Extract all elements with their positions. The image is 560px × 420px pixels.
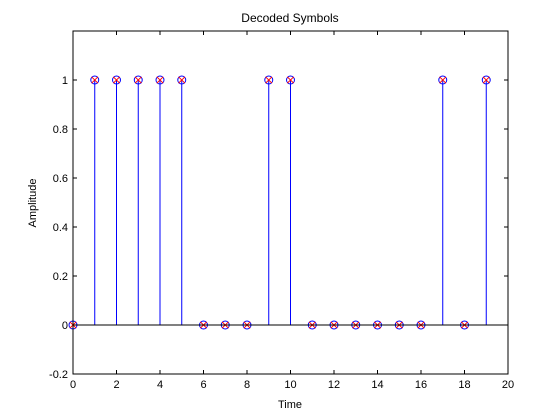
marker-circle [133, 75, 143, 85]
marker-circle [177, 75, 187, 85]
x-tick-label: 16 [415, 379, 427, 391]
stem-marker [90, 75, 100, 85]
x-tick-label: 0 [70, 379, 76, 391]
stem-marker [438, 75, 448, 85]
marker-circle [155, 75, 165, 85]
marker-cross [482, 76, 490, 84]
marker-circle [438, 75, 448, 85]
stem-marker [481, 75, 491, 85]
x-tick-label: 6 [200, 379, 206, 391]
chart-title: Decoded Symbols [241, 11, 338, 25]
y-tick-label: 0.4 [53, 222, 68, 234]
marker-circle [264, 75, 274, 85]
marker-cross [178, 76, 186, 84]
x-tick-label: 4 [157, 379, 163, 391]
marker-cross [112, 76, 121, 84]
marker-circle [112, 75, 121, 85]
y-tick-label: -0.2 [49, 369, 68, 381]
x-axis-label: Time [278, 399, 302, 411]
marker-cross [134, 76, 142, 84]
stem-marker [112, 75, 121, 85]
marker-cross [265, 76, 273, 84]
x-tick-label: 2 [113, 379, 119, 391]
marker-cross [286, 76, 295, 84]
stem-marker [264, 75, 274, 85]
stem-marker [177, 75, 187, 85]
marker-cross [156, 76, 164, 84]
stem-marker [155, 75, 165, 85]
y-axis-label: Amplitude [27, 179, 39, 228]
x-tick-label: 8 [244, 379, 250, 391]
x-tick-label: 20 [502, 379, 514, 391]
marker-circle [481, 75, 491, 85]
x-tick-label: 10 [284, 379, 296, 391]
y-tick-label: 0.8 [53, 124, 68, 136]
y-tick-label: 0.6 [53, 173, 68, 185]
x-tick-label: 18 [458, 379, 470, 391]
x-tick-label: 12 [328, 379, 340, 391]
y-tick-label: 1 [62, 75, 68, 87]
x-tick-label: 14 [371, 379, 383, 391]
marker-circle [90, 75, 100, 85]
stem-marker [133, 75, 143, 85]
y-tick-label: 0.2 [53, 271, 68, 283]
marker-cross [439, 76, 447, 84]
stem-marker [286, 75, 295, 85]
marker-cross [91, 76, 99, 84]
marker-circle [286, 75, 295, 85]
y-tick-label: 0 [62, 320, 68, 332]
